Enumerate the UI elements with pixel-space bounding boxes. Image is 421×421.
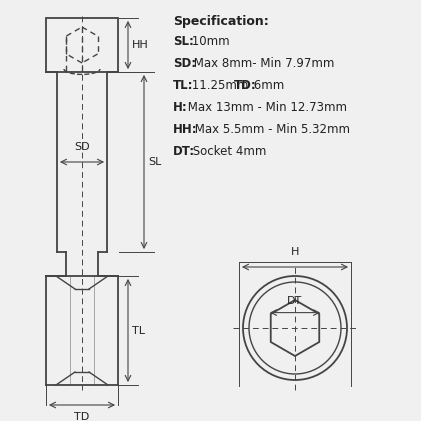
Text: SL:: SL:	[173, 35, 194, 48]
Text: TL:: TL:	[173, 79, 194, 92]
Text: HH: HH	[132, 40, 149, 50]
Text: SD: SD	[74, 142, 90, 152]
Text: TD:: TD:	[234, 79, 257, 92]
Text: Max 5.5mm - Min 5.32mm: Max 5.5mm - Min 5.32mm	[191, 123, 350, 136]
Text: TL: TL	[132, 325, 145, 336]
Text: HH:: HH:	[173, 123, 197, 136]
Text: H:: H:	[173, 101, 188, 114]
Text: SD:: SD:	[173, 57, 196, 70]
Text: Max 13mm - Min 12.73mm: Max 13mm - Min 12.73mm	[184, 101, 346, 114]
Text: Specification:: Specification:	[173, 15, 269, 28]
Text: 10mm: 10mm	[188, 35, 229, 48]
Text: SL: SL	[148, 157, 161, 167]
Text: Socket 4mm: Socket 4mm	[189, 145, 266, 158]
Bar	[46, 18, 118, 72]
Text: TD: TD	[75, 412, 90, 421]
Text: 11.25mm: 11.25mm	[188, 79, 252, 92]
Text: DT: DT	[288, 296, 303, 306]
Text: H: H	[291, 247, 299, 257]
Text: Max 8mm- Min 7.97mm: Max 8mm- Min 7.97mm	[189, 57, 334, 70]
Text: DT:: DT:	[173, 145, 195, 158]
Text: 6mm: 6mm	[250, 79, 285, 92]
